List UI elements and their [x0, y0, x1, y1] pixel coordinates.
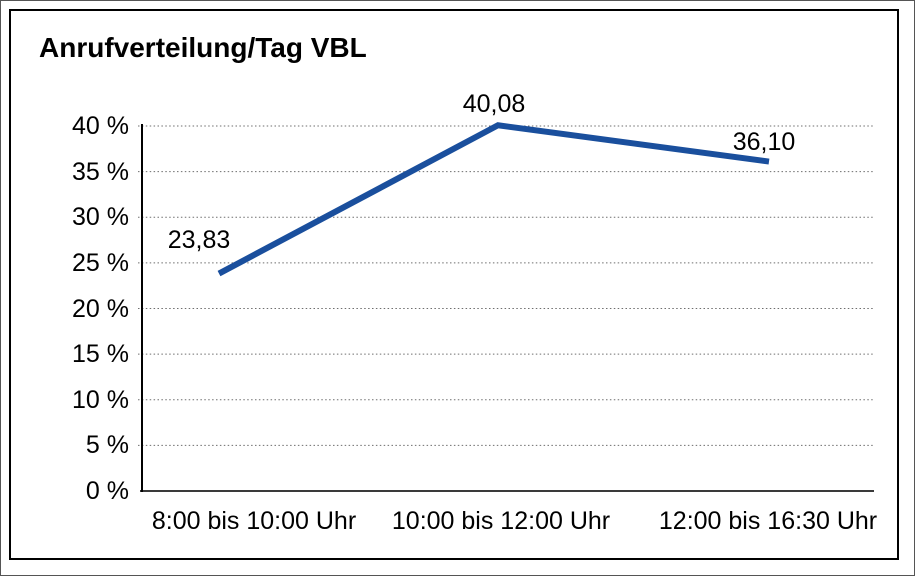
data-value-label: 40,08: [462, 90, 526, 119]
chart-title: Anrufverteilung/Tag VBL: [39, 32, 367, 63]
x-category-label: 10:00 bis 12:00 Uhr: [391, 507, 611, 535]
data-value-label: 36,10: [732, 127, 796, 156]
x-category-label: 8:00 bis 10:00 Uhr: [151, 507, 357, 535]
y-tick-label: 10 %: [72, 385, 129, 414]
y-tick-label: 0 %: [85, 477, 129, 505]
x-category-label: 12:00 bis 16:30 Uhr: [658, 507, 878, 535]
y-tick-label: 20 %: [72, 294, 129, 323]
y-tick-label: 25 %: [72, 248, 129, 277]
y-tick-label: 5 %: [85, 431, 129, 460]
data-line: [217, 122, 770, 277]
y-tick-label: 30 %: [72, 203, 129, 232]
y-tick-label: 35 %: [72, 157, 129, 186]
y-tick-label: 15 %: [72, 340, 129, 369]
data-value-label: 23,83: [167, 225, 231, 254]
y-tick-label: 40 %: [72, 112, 129, 140]
